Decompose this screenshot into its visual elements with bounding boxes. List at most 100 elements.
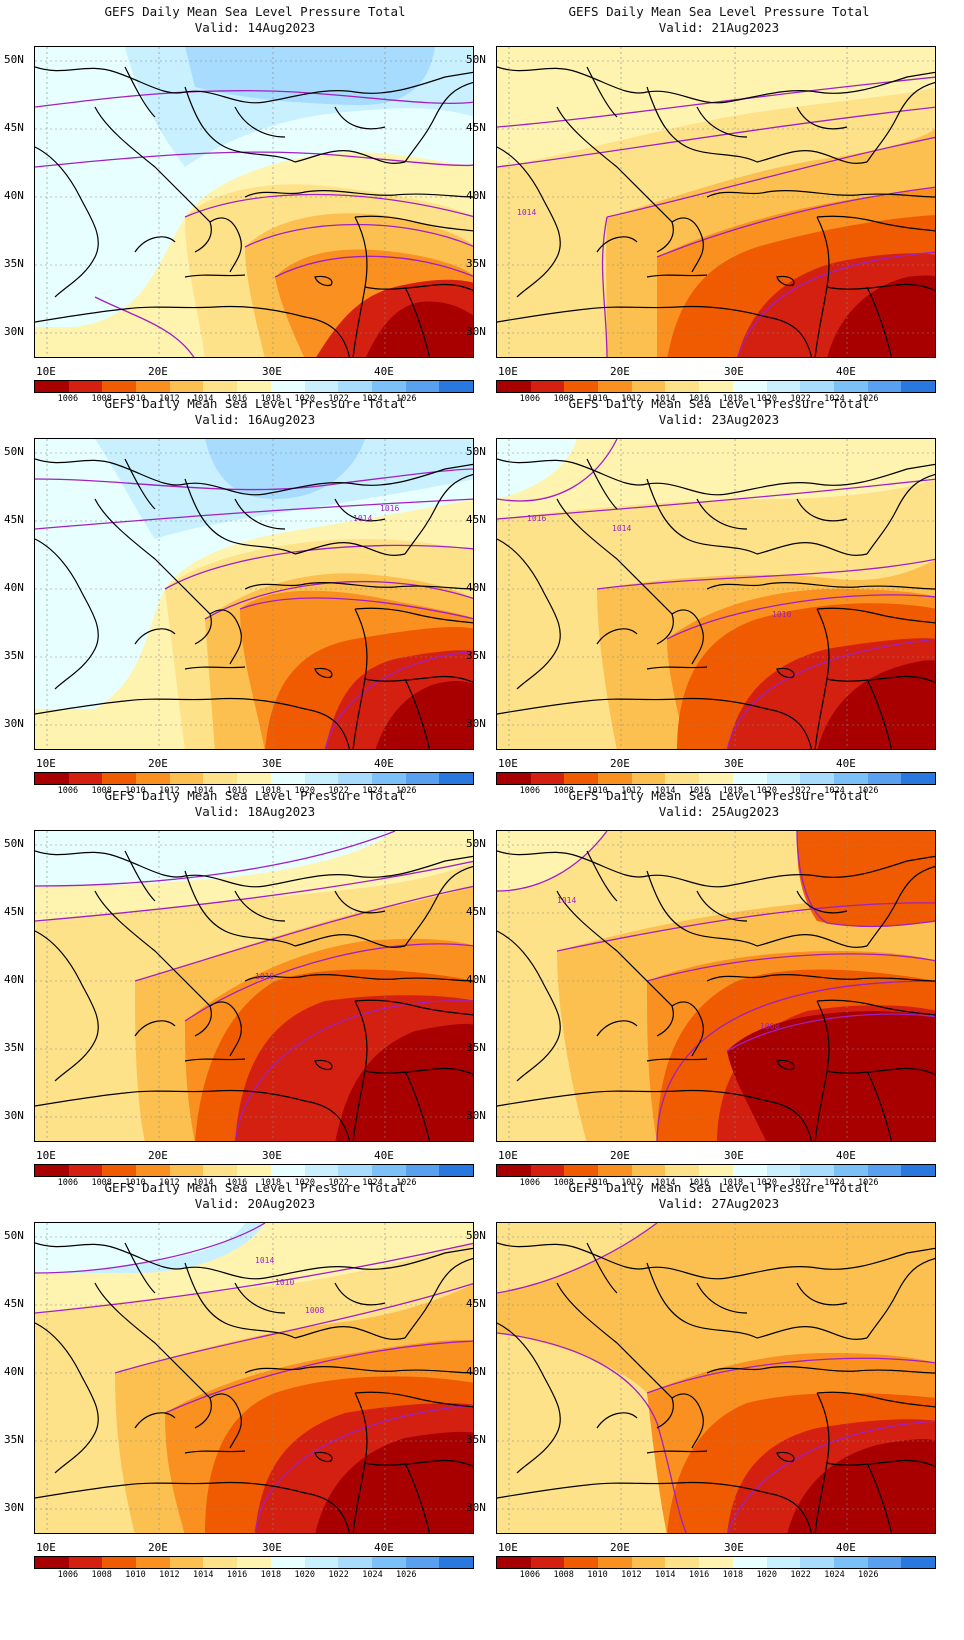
- coastline: [586, 1242, 618, 1294]
- colorbar-swatch: [901, 1557, 935, 1568]
- isobar-line: [796, 831, 935, 928]
- coastline: [94, 890, 212, 1037]
- lat-tick-label: 40N: [466, 973, 486, 986]
- colorbar-label: 1010: [125, 1178, 146, 1188]
- pressure-field: 1016 1014: [35, 439, 473, 749]
- colorbar-label: 1018: [722, 1178, 744, 1188]
- isobar-line: [646, 953, 935, 982]
- colorbar-label: 1008: [553, 1570, 574, 1580]
- isobar-line: [254, 1404, 473, 1533]
- coastline: [35, 930, 99, 1082]
- colorbar-swatch: [530, 381, 565, 392]
- colorbar-label: 1008: [553, 786, 574, 796]
- lat-tick-label: 30N: [4, 1501, 24, 1514]
- lat-tick-label: 40N: [466, 581, 486, 594]
- colorbar-swatch: [699, 1165, 733, 1176]
- colorbar-label: 1024: [824, 394, 845, 404]
- colorbar-label: 1014: [192, 1570, 214, 1580]
- lat-tick-label: 50N: [4, 837, 24, 850]
- coastline: [404, 1257, 473, 1339]
- lat-tick-label: 35N: [4, 257, 24, 270]
- colorbar-swatch: [270, 381, 305, 392]
- colorbar: [496, 1556, 936, 1569]
- colorbar-label: 1016: [226, 786, 248, 796]
- isobar-label: 1014: [255, 1256, 274, 1265]
- colorbar-swatch: [102, 1557, 137, 1568]
- coastline: [866, 1462, 893, 1533]
- coastline: [35, 305, 351, 357]
- coastline: [354, 607, 473, 624]
- colorbar: [496, 380, 936, 393]
- pressure-map: 1010: [34, 830, 474, 1142]
- lon-tick-label: 20E: [148, 365, 168, 378]
- coastline: [314, 667, 333, 679]
- lon-tick-label: 10E: [36, 757, 56, 770]
- pressure-band: [827, 275, 935, 357]
- colorbar-swatch: [564, 381, 599, 392]
- colorbar-swatch: [338, 381, 372, 392]
- coastline: [866, 81, 935, 163]
- colorbar-swatch: [497, 381, 531, 392]
- lon-tick-label: 40E: [836, 1149, 856, 1162]
- colorbar-label: 1024: [824, 1178, 845, 1188]
- isobar-line: [497, 1332, 687, 1533]
- colorbar-swatch: [35, 381, 69, 392]
- colorbar-labels: 1006 1008 1010 1012 1014 1016 1018 1020 1022 1024…: [34, 1178, 474, 1190]
- isobar-label: 1010: [255, 972, 274, 981]
- coastline: [134, 628, 176, 645]
- colorbar-swatch: [766, 381, 801, 392]
- panel-title: GEFS Daily Mean Sea Level Pressure Total…: [464, 4, 964, 36]
- isobar-label: 1008: [305, 1306, 324, 1315]
- coastline: [826, 675, 935, 683]
- colorbar-swatch: [270, 1165, 305, 1176]
- lat-tick-label: 30N: [4, 717, 24, 730]
- map-panel: GEFS Daily Mean Sea Level Pressure Total…: [462, 0, 944, 410]
- lat-tick-label: 30N: [4, 325, 24, 338]
- lat-tick-label: 45N: [4, 1297, 24, 1310]
- colorbar-label: 1020: [294, 1178, 316, 1188]
- colorbar-label: 1016: [688, 1570, 710, 1580]
- coastline: [35, 66, 473, 104]
- colorbar-label: 1010: [587, 1178, 608, 1188]
- colorbar-swatch: [68, 773, 103, 784]
- coastline: [556, 106, 674, 253]
- colorbar-swatch: [833, 773, 868, 784]
- colorbar: [34, 380, 474, 393]
- colorbar-label: 1016: [226, 1570, 248, 1580]
- lat-tick-label: 30N: [466, 1501, 486, 1514]
- panel-title-main: GEFS Daily Mean Sea Level Pressure Total: [104, 1180, 406, 1195]
- lat-tick-label: 40N: [466, 189, 486, 202]
- lon-tick-label: 20E: [148, 1149, 168, 1162]
- colorbar-labels: 1006 1008 1010 1012 1014 1016 1018 1020 1022 1024…: [496, 1178, 936, 1190]
- lon-tick-label: 30E: [262, 1149, 282, 1162]
- colorbar-label: 1012: [621, 1178, 642, 1188]
- colorbar-label: 1010: [125, 786, 146, 796]
- colorbar-label: 1026: [396, 1178, 417, 1188]
- colorbar-label: 1008: [91, 1178, 112, 1188]
- lon-tick-label: 40E: [836, 365, 856, 378]
- panel-valid-date: Valid: 18Aug2023: [194, 804, 316, 819]
- isobar-line: [35, 468, 473, 491]
- coastline: [756, 150, 868, 164]
- colorbar-swatch: [732, 773, 767, 784]
- lat-tick-label: 45N: [466, 1297, 486, 1310]
- colorbar-label: 1024: [362, 394, 383, 404]
- pressure-band: [797, 831, 935, 927]
- panel-valid-date: Valid: 27Aug2023: [658, 1196, 780, 1211]
- isobar-line: [184, 943, 473, 1022]
- coastline: [646, 1262, 758, 1339]
- colorbar-swatch: [800, 773, 834, 784]
- isobar-line: [35, 1223, 266, 1274]
- pressure-field: 1016 1014 1010: [497, 439, 935, 749]
- colorbar-label: 1008: [553, 1178, 574, 1188]
- colorbar-swatch: [867, 1557, 902, 1568]
- coastline: [134, 1020, 176, 1037]
- coastline: [796, 106, 848, 130]
- coastline: [184, 86, 296, 163]
- panel-title: GEFS Daily Mean Sea Level Pressure Total…: [0, 4, 510, 36]
- colorbar-swatch: [270, 773, 305, 784]
- coastline: [404, 865, 473, 947]
- isobar-label: 1010: [275, 1278, 294, 1287]
- coastline: [294, 1326, 406, 1340]
- colorbar-swatch: [35, 1165, 69, 1176]
